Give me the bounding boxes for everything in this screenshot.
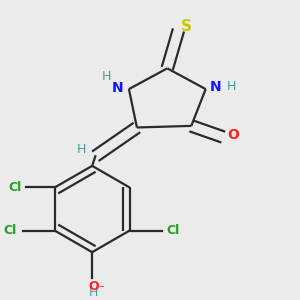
Text: N: N <box>209 80 221 94</box>
Text: O: O <box>88 280 99 293</box>
Text: H: H <box>102 70 111 83</box>
Text: H: H <box>77 143 87 156</box>
Text: H: H <box>89 286 98 299</box>
Text: H: H <box>227 80 237 93</box>
Text: O: O <box>227 128 239 142</box>
Text: Cl: Cl <box>166 224 179 237</box>
Text: Cl: Cl <box>3 224 16 237</box>
Text: N: N <box>112 80 124 94</box>
Text: S: S <box>181 19 192 34</box>
Text: Cl: Cl <box>8 181 21 194</box>
Text: –: – <box>98 281 104 291</box>
